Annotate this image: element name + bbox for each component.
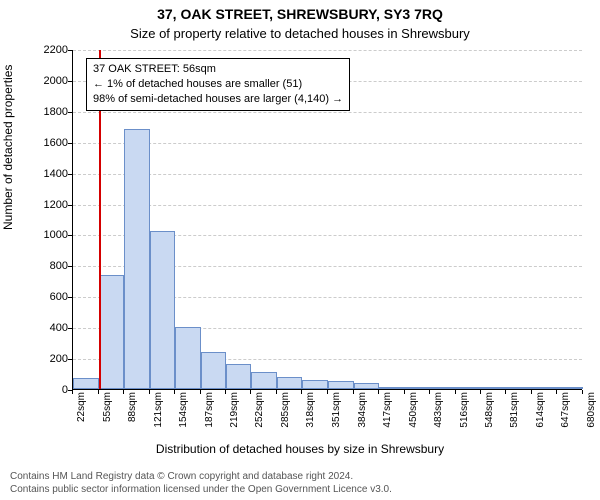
histogram-bar	[175, 327, 201, 389]
y-tick-label: 1400	[32, 168, 68, 180]
x-tick-mark	[480, 390, 481, 394]
x-tick-label: 252sqm	[254, 392, 265, 428]
y-tick-mark	[68, 328, 72, 329]
y-tick-label: 400	[32, 322, 68, 334]
info-line-1: 37 OAK STREET: 56sqm	[93, 62, 343, 77]
x-tick-label: 680sqm	[586, 392, 597, 428]
histogram-bar	[430, 387, 456, 389]
y-tick-label: 2000	[32, 75, 68, 87]
x-tick-label: 417sqm	[382, 392, 393, 428]
x-tick-mark	[72, 390, 73, 394]
y-tick-label: 600	[32, 291, 68, 303]
histogram-bar	[226, 364, 252, 389]
histogram-bar	[150, 231, 176, 389]
y-tick-label: 200	[32, 353, 68, 365]
histogram-bar	[354, 383, 380, 389]
x-tick-mark	[301, 390, 302, 394]
y-tick-label: 0	[32, 384, 68, 396]
y-tick-mark	[68, 297, 72, 298]
histogram-bar	[405, 387, 431, 389]
x-tick-mark	[429, 390, 430, 394]
x-tick-label: 88sqm	[127, 392, 138, 422]
title-sub: Size of property relative to detached ho…	[0, 26, 600, 41]
x-tick-mark	[378, 390, 379, 394]
y-tick-label: 800	[32, 260, 68, 272]
x-tick-mark	[276, 390, 277, 394]
x-tick-mark	[149, 390, 150, 394]
histogram-bar	[379, 387, 405, 389]
y-tick-mark	[68, 359, 72, 360]
histogram-bar	[302, 380, 328, 389]
histogram-bar	[328, 381, 354, 389]
y-tick-label: 1600	[32, 137, 68, 149]
x-tick-label: 318sqm	[305, 392, 316, 428]
x-tick-mark	[225, 390, 226, 394]
x-tick-mark	[505, 390, 506, 394]
y-tick-mark	[68, 81, 72, 82]
x-tick-label: 121sqm	[153, 392, 164, 428]
histogram-bar	[532, 387, 558, 389]
y-tick-mark	[68, 112, 72, 113]
grid-line	[73, 50, 582, 51]
x-tick-label: 516sqm	[459, 392, 470, 428]
x-tick-mark	[327, 390, 328, 394]
x-tick-label: 351sqm	[331, 392, 342, 428]
y-tick-mark	[68, 205, 72, 206]
x-tick-label: 187sqm	[204, 392, 215, 428]
histogram-bar	[201, 352, 227, 389]
x-tick-mark	[250, 390, 251, 394]
x-tick-mark	[556, 390, 557, 394]
y-tick-label: 2200	[32, 44, 68, 56]
grid-line	[73, 112, 582, 113]
y-tick-mark	[68, 235, 72, 236]
y-tick-mark	[68, 50, 72, 51]
x-tick-label: 219sqm	[229, 392, 240, 428]
y-tick-mark	[68, 174, 72, 175]
x-tick-mark	[200, 390, 201, 394]
histogram-bar	[73, 378, 99, 389]
histogram-bar	[124, 129, 150, 389]
histogram-bar	[251, 372, 277, 389]
y-axis-label: Number of detached properties	[1, 65, 15, 230]
x-tick-mark	[98, 390, 99, 394]
y-tick-label: 1800	[32, 106, 68, 118]
histogram-bar	[456, 387, 482, 389]
x-tick-mark	[123, 390, 124, 394]
x-tick-label: 548sqm	[484, 392, 495, 428]
y-tick-label: 1000	[32, 229, 68, 241]
x-tick-mark	[531, 390, 532, 394]
x-axis-label: Distribution of detached houses by size …	[0, 442, 600, 456]
x-tick-label: 614sqm	[535, 392, 546, 428]
x-tick-label: 647sqm	[560, 392, 571, 428]
info-line-2: ← 1% of detached houses are smaller (51)	[93, 77, 343, 92]
x-tick-label: 384sqm	[357, 392, 368, 428]
y-tick-label: 1200	[32, 199, 68, 211]
x-tick-mark	[174, 390, 175, 394]
x-tick-label: 55sqm	[102, 392, 113, 422]
title-main: 37, OAK STREET, SHREWSBURY, SY3 7RQ	[0, 6, 600, 22]
footer-line-1: Contains HM Land Registry data © Crown c…	[10, 470, 392, 483]
footer: Contains HM Land Registry data © Crown c…	[10, 470, 392, 496]
histogram-bar	[557, 387, 583, 389]
y-tick-mark	[68, 266, 72, 267]
footer-line-2: Contains public sector information licen…	[10, 483, 392, 496]
y-tick-mark	[68, 143, 72, 144]
info-line-3: 98% of semi-detached houses are larger (…	[93, 92, 343, 107]
x-tick-label: 285sqm	[280, 392, 291, 428]
x-tick-label: 450sqm	[408, 392, 419, 428]
x-tick-label: 581sqm	[509, 392, 520, 428]
x-tick-label: 22sqm	[76, 392, 87, 422]
x-tick-mark	[404, 390, 405, 394]
x-tick-label: 483sqm	[433, 392, 444, 428]
x-tick-label: 154sqm	[178, 392, 189, 428]
x-tick-mark	[455, 390, 456, 394]
x-tick-mark	[353, 390, 354, 394]
histogram-bar	[277, 377, 303, 389]
histogram-bar	[506, 387, 532, 389]
x-tick-mark	[582, 390, 583, 394]
histogram-bar	[481, 387, 507, 389]
histogram-bar	[99, 275, 125, 389]
chart-container: 37, OAK STREET, SHREWSBURY, SY3 7RQ Size…	[0, 0, 600, 500]
info-box: 37 OAK STREET: 56sqm ← 1% of detached ho…	[86, 58, 350, 111]
